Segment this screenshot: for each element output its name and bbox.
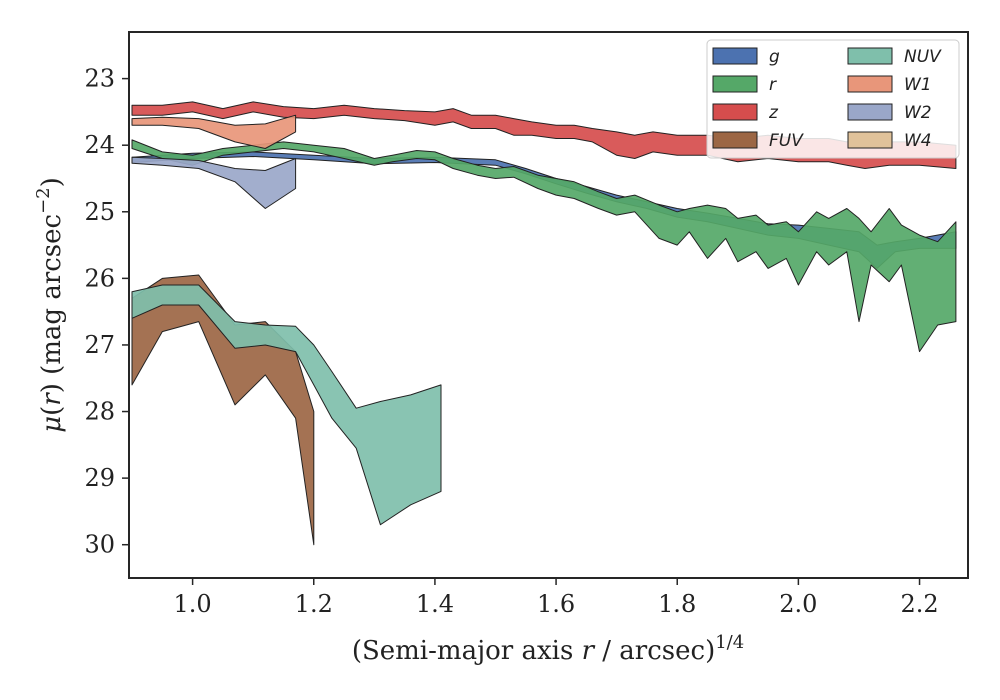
x-tick-label: 1.0 <box>174 590 212 618</box>
legend-label-w2: W2 <box>904 103 932 123</box>
x-tick-label: 1.6 <box>537 590 575 618</box>
series-band-w2 <box>131 156 297 209</box>
x-axis-label-var: r <box>582 636 596 666</box>
y-axis-label-exp: −2 <box>33 187 54 214</box>
series-band-nuv <box>131 284 442 526</box>
x-tick-label: 1.2 <box>295 590 333 618</box>
legend-label-w1: W1 <box>904 75 932 95</box>
legend-swatch-fuv <box>712 131 758 149</box>
plot-frame <box>128 31 969 579</box>
y-tick-label: 28 <box>84 398 115 426</box>
legend-label-r: r <box>769 75 777 95</box>
y-tick-label: 26 <box>84 264 115 292</box>
x-axis-label-exp: 1/4 <box>715 632 744 653</box>
legend-label-g: g <box>769 47 780 67</box>
series-band-r <box>131 139 957 353</box>
legend-label-z: z <box>768 103 779 123</box>
legend-swatch-r <box>712 75 758 93</box>
legend-swatch-z <box>712 103 758 121</box>
y-tick-label: 29 <box>84 464 115 492</box>
legend-label-nuv: NUV <box>904 47 942 67</box>
x-tick-label: 1.4 <box>416 590 454 618</box>
y-tick-label: 23 <box>84 65 115 93</box>
legend-swatch-g <box>712 47 758 65</box>
series-band-w1 <box>131 114 297 149</box>
y-axis-label: μ(r) (mag arcsec−2) <box>33 177 67 433</box>
y-axis: 23 24 25 26 27 28 29 30 <box>84 65 129 559</box>
legend-swatch-w1 <box>847 75 893 93</box>
x-axis-label-main: (Semi-major axis <box>352 636 582 666</box>
x-tick-label: 2.0 <box>779 590 817 618</box>
y-tick-label: 30 <box>84 531 115 559</box>
legend-swatch-w2 <box>847 103 893 121</box>
legend-box <box>706 39 960 159</box>
y-axis-label-var: μ <box>37 416 67 433</box>
y-tick-label: 24 <box>84 131 115 159</box>
x-axis-label: (Semi-major axis r / arcsec)1/4 <box>352 632 744 666</box>
x-tick-label: 1.8 <box>658 590 696 618</box>
legend-swatch-nuv <box>847 47 893 65</box>
y-tick-label: 27 <box>84 331 115 359</box>
x-axis: 1.0 1.2 1.4 1.6 1.8 2.0 2.2 <box>174 578 939 618</box>
x-tick-label: 2.2 <box>900 590 938 618</box>
legend-swatch-w4 <box>847 131 893 149</box>
y-tick-label: 25 <box>84 198 115 226</box>
legend: grz FUV NUV W1 W2 W4 <box>706 39 960 159</box>
legend-label-fuv: FUV <box>769 131 804 151</box>
legend-label-w4: W4 <box>904 131 932 151</box>
